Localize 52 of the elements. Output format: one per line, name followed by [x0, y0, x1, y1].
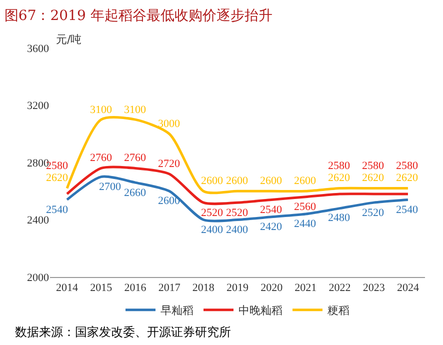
data-label: 2620 [328, 172, 350, 184]
x-tick-label: 2022 [328, 282, 351, 294]
data-label: 2580 [328, 160, 350, 172]
data-label: 2620 [396, 172, 418, 184]
data-label: 2620 [46, 172, 68, 184]
data-label: 2700 [99, 181, 122, 193]
x-tick-label: 2024 [396, 282, 420, 294]
x-tick-label: 2017 [158, 282, 181, 294]
legend-label: 中晚籼稻 [238, 304, 282, 318]
data-label: 3000 [158, 118, 180, 130]
data-label: 2600 [294, 175, 316, 187]
data-label: 2400 [201, 224, 224, 236]
data-label: 2600 [260, 175, 282, 187]
x-tick-label: 2018 [192, 282, 215, 294]
data-label: 2660 [124, 187, 146, 199]
data-label: 2560 [294, 201, 316, 213]
data-label: 2400 [226, 224, 248, 236]
x-tick-label: 2020 [260, 282, 284, 294]
data-label: 3100 [124, 104, 146, 116]
x-tick-label: 2014 [56, 282, 79, 294]
x-tick-label: 2023 [362, 282, 386, 294]
source-note: 数据来源：国家发改委、开源证券研究所 [15, 325, 231, 339]
data-label: 2720 [158, 158, 180, 170]
data-label: 2420 [260, 221, 282, 233]
y-tick-label: 3600 [27, 42, 50, 55]
data-label: 2600 [201, 175, 224, 187]
y-tick-label: 3200 [27, 100, 50, 112]
y-tick-label: 2000 [27, 272, 50, 284]
x-tick-label: 2021 [294, 282, 317, 294]
data-label: 2520 [362, 207, 384, 219]
data-label: 2540 [46, 204, 68, 216]
data-label: 2440 [294, 218, 316, 230]
legend-label: 早籼稻 [160, 304, 194, 318]
data-label: 2620 [362, 172, 384, 184]
data-label: 2520 [226, 207, 248, 219]
chart-title: 图67：2019 年起稻谷最低收购价逐步抬升 [4, 8, 272, 24]
data-label: 2600 [226, 175, 248, 187]
legend-label: 粳稻 [328, 304, 350, 318]
data-label: 2580 [362, 160, 384, 172]
data-label: 2540 [396, 204, 418, 216]
y-axis-title: 元/吨 [56, 33, 82, 46]
x-tick-label: 2019 [226, 282, 249, 294]
x-tick-label: 2016 [124, 282, 147, 294]
data-label: 2480 [328, 212, 350, 224]
y-tick-label: 2400 [27, 214, 50, 227]
data-label: 2760 [90, 152, 112, 164]
data-label: 2520 [201, 207, 224, 219]
data-label: 2540 [260, 204, 282, 216]
data-label: 2580 [396, 160, 418, 172]
x-tick-label: 2015 [90, 282, 113, 294]
data-label: 2760 [124, 152, 146, 164]
data-label: 3100 [90, 104, 112, 116]
